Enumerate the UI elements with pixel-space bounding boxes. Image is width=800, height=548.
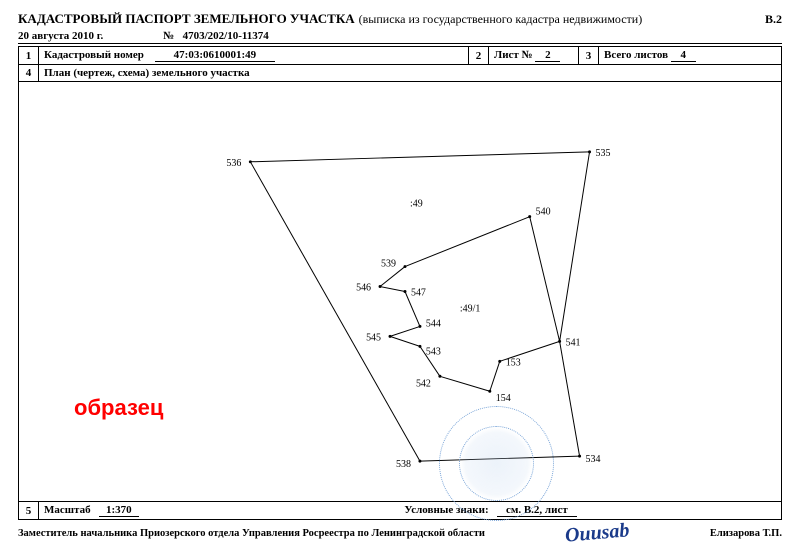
form-code: В.2 <box>765 12 782 27</box>
footer-role: Заместитель начальника Приозерского отде… <box>18 528 485 539</box>
svg-text:536: 536 <box>226 158 241 169</box>
svg-text::49: :49 <box>410 199 423 210</box>
cell-3-num: 3 <box>579 47 599 65</box>
cell-5-num: 5 <box>19 502 39 520</box>
svg-text:542: 542 <box>416 378 431 389</box>
svg-text:535: 535 <box>596 148 611 159</box>
row-1: 1 Кадастровый номер 47:03:0610001:49 2 Л… <box>19 47 782 65</box>
svg-text:547: 547 <box>411 287 426 298</box>
svg-text:154: 154 <box>496 393 511 404</box>
svg-text:534: 534 <box>586 454 601 465</box>
sheet-value: 2 <box>535 49 560 62</box>
date-row: 20 августа 2010 г. № 4703/202/10-11374 <box>18 30 782 44</box>
row-4-plan: 536 535 541 534 538 540 539 546 547 544 545 543 542 1… <box>19 82 782 502</box>
cell-1-body: Кадастровый номер 47:03:0610001:49 <box>39 47 469 65</box>
svg-text:545: 545 <box>366 332 381 343</box>
watermark-sample: образец <box>74 395 163 421</box>
svg-text:544: 544 <box>426 318 441 329</box>
cell-2-body: Лист № 2 <box>489 47 579 65</box>
svg-text:540: 540 <box>536 207 551 218</box>
cell-2-num: 2 <box>469 47 489 65</box>
cell-4-num: 4 <box>19 65 39 82</box>
docno-label: № <box>163 30 174 42</box>
svg-text::49/1: :49/1 <box>460 303 481 314</box>
svg-text:538: 538 <box>396 459 411 470</box>
plan-cell: 536 535 541 534 538 540 539 546 547 544 545 543 542 1… <box>19 82 782 502</box>
plan-diagram: 536 535 541 534 538 540 539 546 547 544 545 543 542 1… <box>19 82 781 501</box>
cell-3-body: Всего листов 4 <box>599 47 782 65</box>
cadastral-value: 47:03:0610001:49 <box>155 49 275 62</box>
total-value: 4 <box>671 49 696 62</box>
doc-title: КАДАСТРОВЫЙ ПАСПОРТ ЗЕМЕЛЬНОГО УЧАСТКА <box>18 11 355 26</box>
title-row: КАДАСТРОВЫЙ ПАСПОРТ ЗЕМЕЛЬНОГО УЧАСТКА (… <box>18 10 782 28</box>
cell-5-body: Масштаб 1:370 Условные знаки: см. В.2, л… <box>39 502 782 520</box>
total-label: Всего листов <box>604 49 668 61</box>
stamp-seal <box>439 406 554 521</box>
row-5: 5 Масштаб 1:370 Условные знаки: см. В.2,… <box>19 502 782 520</box>
doc-date: 20 августа 2010 г. <box>18 30 103 42</box>
plan-label: План (чертеж, схема) земельного участка <box>39 65 782 82</box>
svg-text:541: 541 <box>566 337 581 348</box>
footer-name: Елизарова Т.П. <box>710 528 782 539</box>
footer: Заместитель начальника Приозерского отде… <box>18 522 782 545</box>
row-4-header: 4 План (чертеж, схема) земельного участк… <box>19 65 782 82</box>
main-grid: 1 Кадастровый номер 47:03:0610001:49 2 Л… <box>18 46 782 520</box>
sheet-label: Лист № <box>494 49 533 61</box>
cell-1-num: 1 <box>19 47 39 65</box>
svg-text:543: 543 <box>426 346 441 357</box>
svg-text:539: 539 <box>381 259 396 270</box>
docno: 4703/202/10-11374 <box>183 30 269 42</box>
doc-subtitle: (выписка из государственного кадастра не… <box>359 12 643 26</box>
scale-value: 1:370 <box>99 504 139 517</box>
svg-text:153: 153 <box>506 357 521 368</box>
signature: Ouusab <box>564 519 630 548</box>
cadastral-label: Кадастровый номер <box>44 49 144 61</box>
svg-text:546: 546 <box>356 283 371 294</box>
scale-label: Масштаб <box>44 504 91 516</box>
stamp-inner <box>459 426 534 501</box>
